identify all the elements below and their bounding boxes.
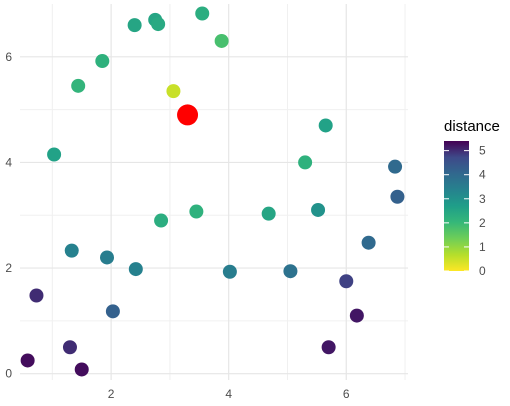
y-tick-label: 0 bbox=[5, 367, 12, 381]
x-tick-label: 6 bbox=[343, 387, 350, 401]
scatter-point bbox=[339, 274, 354, 289]
x-tick-label: 4 bbox=[225, 387, 232, 401]
scatter-point bbox=[298, 155, 313, 170]
legend-colorbar bbox=[444, 141, 469, 271]
scatter-point bbox=[62, 340, 77, 355]
y-tick-label: 2 bbox=[5, 261, 12, 275]
scatter-point bbox=[222, 264, 237, 279]
legend-tick-label: 3 bbox=[479, 192, 486, 206]
scatter-point bbox=[127, 18, 142, 33]
scatter-point bbox=[189, 204, 204, 219]
scatter-point bbox=[71, 78, 86, 93]
scatter-point bbox=[195, 6, 210, 21]
scatter-point bbox=[64, 243, 79, 258]
scatter-point bbox=[321, 340, 336, 355]
scatter-point bbox=[154, 213, 169, 228]
plot-panel bbox=[20, 4, 408, 380]
scatter-point bbox=[388, 159, 403, 174]
scatter-point bbox=[95, 54, 110, 69]
scatter-point bbox=[105, 304, 120, 319]
scatter-point bbox=[318, 118, 333, 133]
scatter-point bbox=[311, 202, 326, 217]
y-tick-label: 4 bbox=[5, 155, 12, 169]
highlight-point bbox=[177, 104, 199, 126]
y-axis: 0 2 4 6 bbox=[5, 50, 12, 381]
legend-tick-label: 4 bbox=[479, 168, 486, 182]
scatter-point bbox=[390, 189, 405, 204]
legend-tick-label: 5 bbox=[479, 144, 486, 158]
scatter-point bbox=[29, 288, 44, 303]
panel-background bbox=[20, 4, 408, 380]
legend-title: distance bbox=[444, 118, 500, 135]
scatter-point bbox=[166, 84, 181, 99]
legend-ticks: 0 1 2 3 4 5 bbox=[444, 144, 486, 278]
scatter-point bbox=[74, 362, 89, 377]
scatter-point bbox=[283, 264, 298, 279]
scatter-point bbox=[214, 33, 229, 48]
legend-tick-label: 1 bbox=[479, 240, 486, 254]
legend: distance 0 1 2 3 4 5 bbox=[444, 118, 500, 278]
scatter-point bbox=[261, 206, 276, 221]
x-tick-label: 2 bbox=[108, 387, 115, 401]
scatter-point bbox=[361, 235, 376, 250]
scatter-point bbox=[47, 147, 62, 162]
data-points bbox=[20, 6, 405, 377]
scatter-point bbox=[349, 308, 364, 323]
scatter-point bbox=[100, 250, 115, 265]
x-axis: 2 4 6 bbox=[108, 387, 350, 401]
scatter-point bbox=[20, 353, 35, 368]
scatter-point bbox=[128, 262, 143, 277]
legend-tick-label: 0 bbox=[479, 264, 486, 278]
y-tick-label: 6 bbox=[5, 50, 12, 64]
legend-tick-label: 2 bbox=[479, 216, 486, 230]
scatter-point bbox=[151, 17, 166, 32]
